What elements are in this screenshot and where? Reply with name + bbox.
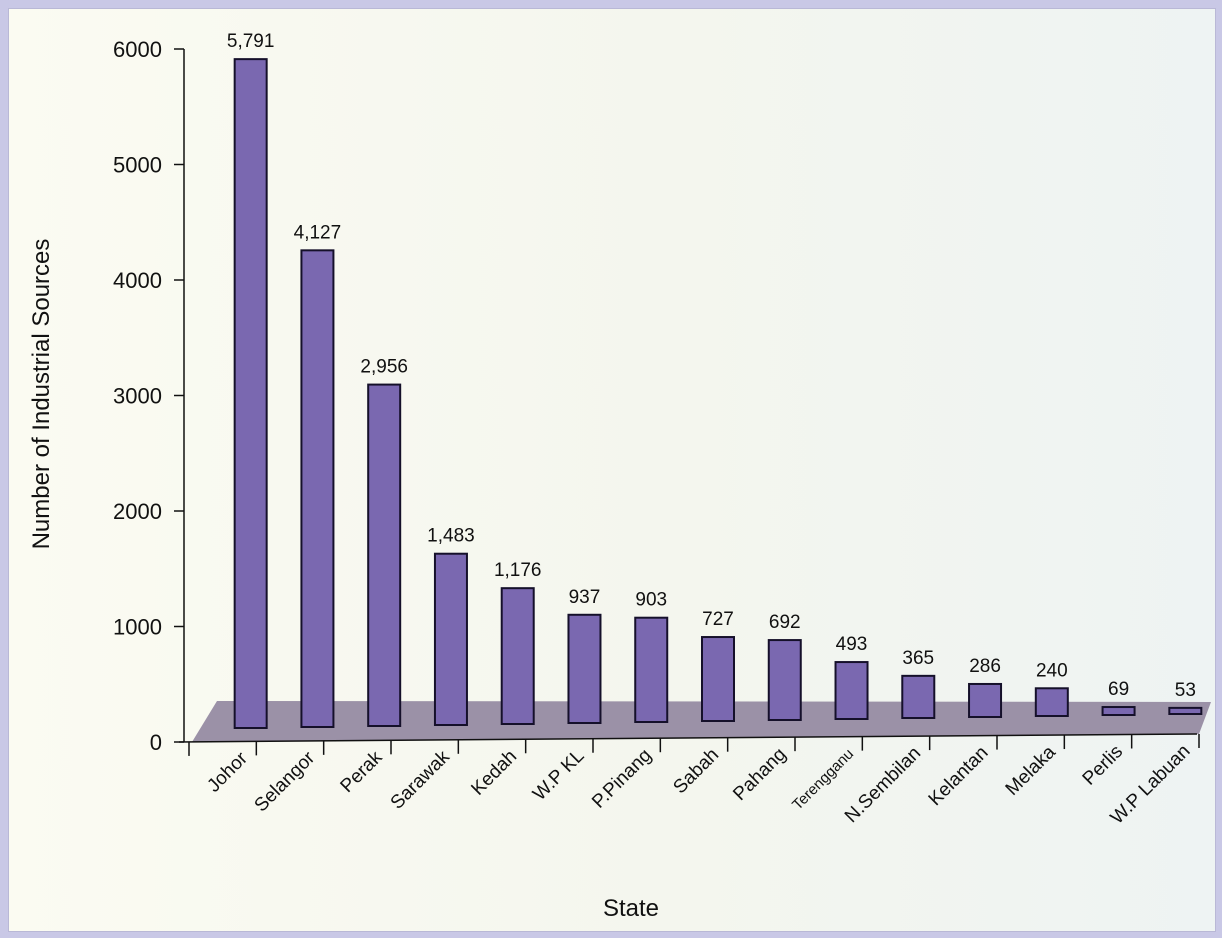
data-label: 4,127 — [294, 222, 342, 243]
x-tick-label: Kedah — [467, 746, 521, 800]
x-tick-label: Kelantan — [925, 742, 993, 810]
bar-n-sembilan — [901, 674, 936, 720]
y-tick-label: 1000 — [113, 615, 162, 640]
y-tick-label: 4000 — [113, 268, 162, 293]
y-tick-label: 5000 — [113, 153, 162, 178]
bar-johor — [233, 58, 268, 729]
x-tick-label: Pahang — [729, 744, 790, 805]
data-label: 286 — [969, 656, 1001, 677]
x-tick-label: Johor — [203, 748, 252, 797]
y-axis-title: Number of Industrial Sources — [28, 239, 55, 550]
data-label: 53 — [1175, 680, 1196, 701]
x-tick-label: Perak — [337, 747, 387, 797]
data-label: 903 — [635, 590, 667, 611]
data-label: 727 — [702, 609, 734, 630]
x-tick-label: Selangor — [251, 747, 320, 816]
bar-chart: 0 1000 2000 3000 4000 5000 6000 5,791 4,127 2,956… — [28, 31, 1211, 922]
bar-melaka — [1034, 687, 1069, 718]
x-axis-line — [178, 733, 1198, 743]
x-axis-title: State — [603, 895, 659, 922]
bar-selangor — [300, 249, 335, 728]
bar-perlis — [1101, 706, 1136, 717]
data-label: 1,483 — [427, 526, 475, 547]
x-tick-label: Sarawak — [387, 746, 454, 813]
data-label: 2,956 — [360, 357, 408, 378]
data-label: 5,791 — [227, 31, 275, 52]
chart-figure: 0 1000 2000 3000 4000 5000 6000 5,791 4,127 2,956… — [8, 8, 1216, 932]
data-label: 365 — [902, 648, 934, 669]
data-label: 692 — [769, 612, 801, 633]
data-label: 493 — [836, 634, 868, 655]
y-tick-label: 6000 — [113, 37, 162, 62]
x-tick-label: P.Pinang — [588, 745, 656, 813]
x-tick-label: Sabah — [669, 744, 723, 798]
x-tick-label: Perlis — [1079, 741, 1127, 789]
bar-series — [233, 58, 1203, 729]
data-label: 1,176 — [494, 560, 542, 581]
x-tick-label: W.P KL — [529, 745, 588, 804]
bar-sarawak — [433, 552, 468, 726]
x-tick-label: Melaka — [1002, 741, 1060, 799]
bar-kelantan — [968, 682, 1003, 718]
bar-sabah — [701, 636, 735, 722]
y-tick-label: 3000 — [113, 384, 162, 409]
bar-p-pinang — [634, 616, 669, 723]
bar-w-p-labuan — [1168, 706, 1203, 715]
bar-kedah — [500, 587, 535, 725]
chart-axes — [174, 48, 1200, 756]
x-tick-label: Terengganu — [789, 746, 857, 814]
bar-terengganu — [834, 661, 869, 720]
data-label: 69 — [1108, 679, 1129, 700]
bar-w-p-kl — [567, 613, 602, 724]
bar-perak — [367, 383, 402, 727]
y-tick-label: 0 — [150, 730, 162, 755]
bar-pahang — [767, 639, 802, 721]
data-label: 937 — [569, 587, 601, 608]
y-tick-label: 2000 — [113, 499, 162, 524]
data-label: 240 — [1036, 660, 1068, 681]
